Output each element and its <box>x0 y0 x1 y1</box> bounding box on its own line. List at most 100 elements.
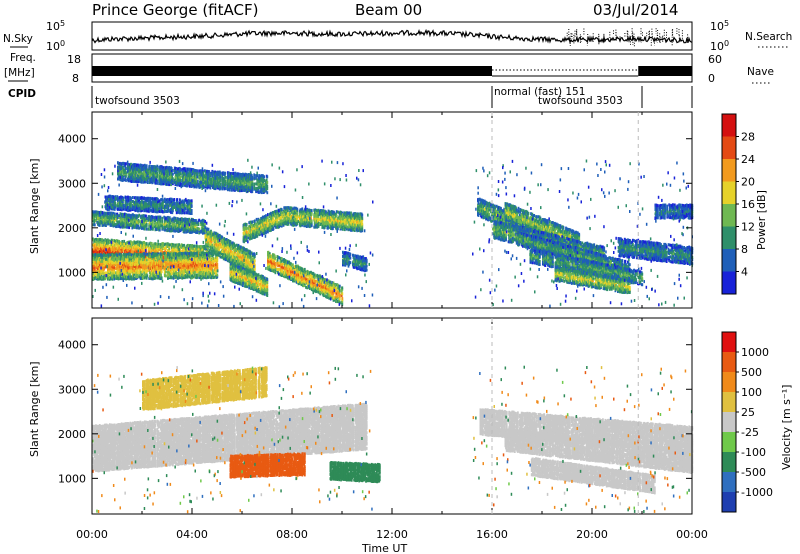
power-cell-268 <box>110 245 113 248</box>
power-cell-194 <box>105 250 107 254</box>
power-cell-4009 <box>122 196 125 200</box>
power-cell-416 <box>121 244 124 248</box>
power-cell-648 <box>138 247 141 251</box>
power-cell-472 <box>126 241 129 244</box>
power-cell-1014 <box>170 242 173 246</box>
power-cell-443 <box>123 246 126 250</box>
cpid-label: CPID <box>8 88 36 100</box>
power-cell-179 <box>103 240 106 244</box>
power-cell-731 <box>145 247 147 251</box>
power-cell-65 <box>95 239 98 243</box>
power-cell-3413 <box>138 213 141 217</box>
power-cell-417 <box>121 242 124 246</box>
power-cell-1073 <box>174 243 177 247</box>
power-cell-2111 <box>136 253 139 257</box>
power-cell-322 <box>114 247 117 251</box>
power-cell-441 <box>123 250 126 254</box>
freq-label-2: [MHz] <box>4 67 35 79</box>
power-cell-1693 <box>105 271 107 275</box>
power-cell-1032 <box>172 243 174 247</box>
power-cell-120 <box>99 243 102 247</box>
power-cell-33 <box>93 241 96 245</box>
power-cell-289 <box>112 249 114 253</box>
power-cell-3412 <box>138 220 141 224</box>
power-cell-4067 <box>132 196 134 199</box>
power-cell-955 <box>165 251 167 255</box>
power-cell-46 <box>94 238 97 241</box>
power-cell-1172 <box>182 247 184 251</box>
power-cell-405 <box>120 246 122 250</box>
power-cell-1699 <box>105 254 107 257</box>
power-cell-641 <box>137 243 140 246</box>
power-cell-1798 <box>113 257 116 261</box>
power-cell-820 <box>153 246 156 250</box>
power-cell-1697 <box>105 257 107 261</box>
power-cell-122 <box>99 238 102 241</box>
power-cell-741 <box>145 242 148 246</box>
power-cell-951 <box>165 266 167 270</box>
power-cell-414 <box>121 247 124 251</box>
power-cell-3178 <box>105 224 107 227</box>
power-cell-3411 <box>138 226 141 230</box>
power-cell-1162 <box>180 243 183 247</box>
power-cell-3549 <box>159 215 162 219</box>
power-cell-292 <box>112 243 114 246</box>
power-cell-145 <box>101 250 104 254</box>
freq-band-1 <box>92 66 492 76</box>
date-label: 03/Jul/2014 <box>593 1 678 19</box>
power-cell-3951 <box>114 202 117 206</box>
power-cell-1151 <box>180 250 182 254</box>
power-cell-2103 <box>136 269 139 273</box>
power-cell-821 <box>153 244 156 248</box>
power-cell-991 <box>168 249 171 253</box>
power-cell-617 <box>135 240 138 244</box>
power-cell-790 <box>150 246 153 250</box>
power-cell-4892 <box>240 245 242 249</box>
power-cell-146 <box>101 246 104 250</box>
power-cell-66 <box>95 237 98 241</box>
power-cell-2417 <box>165 270 167 274</box>
power-cell-159 <box>102 239 105 243</box>
power-cell-586 <box>133 240 136 244</box>
power-cell-1490 <box>203 244 206 248</box>
power-cell-682 <box>141 247 144 251</box>
power-cell-1063 <box>173 247 176 251</box>
noise-left-tick-top: 105 <box>46 19 65 33</box>
power-cell-3073 <box>216 265 219 269</box>
power-cell-4426 <box>183 203 186 207</box>
power-cell-712 <box>143 241 146 244</box>
power-cell-119 <box>99 244 102 248</box>
nsearch-label: N.Search <box>745 31 792 43</box>
power-cell-561 <box>132 250 134 254</box>
power-cell-3074 <box>216 263 219 266</box>
power-cell-129 <box>100 246 102 250</box>
power-cell-2109 <box>136 257 139 261</box>
power-cell-4477 <box>190 199 193 203</box>
power-cell-943 <box>163 243 166 247</box>
power-cell-1003 <box>169 243 172 247</box>
power-cell-121 <box>99 240 102 244</box>
power-cell-933 <box>162 246 165 250</box>
power-cell-950 <box>164 248 167 252</box>
power-cell-711 <box>143 243 146 247</box>
power-cell-156 <box>102 247 105 251</box>
power-cell-340 <box>115 239 118 243</box>
power-cell-378 <box>118 239 121 243</box>
freq-band-2 <box>638 66 692 76</box>
power-cell-147 <box>101 244 104 248</box>
power-cell-788 <box>150 250 153 254</box>
power-cell-4356 <box>173 201 176 205</box>
power-cell-833 <box>154 244 157 248</box>
beam-label: Beam 00 <box>355 1 422 19</box>
nsearch-trace <box>566 28 689 47</box>
power-cell-1071 <box>174 249 177 253</box>
nave-label: Nave <box>747 66 774 78</box>
power-cell-883 <box>158 245 161 248</box>
power-cell-2482 <box>170 256 173 260</box>
power-cell-822 <box>153 242 156 246</box>
power-cell-248 <box>108 240 111 244</box>
power-cell-4473 <box>190 209 193 212</box>
power-cell-11 <box>92 251 95 255</box>
power-cell-218 <box>107 251 109 255</box>
power-cell-148 <box>101 238 104 242</box>
